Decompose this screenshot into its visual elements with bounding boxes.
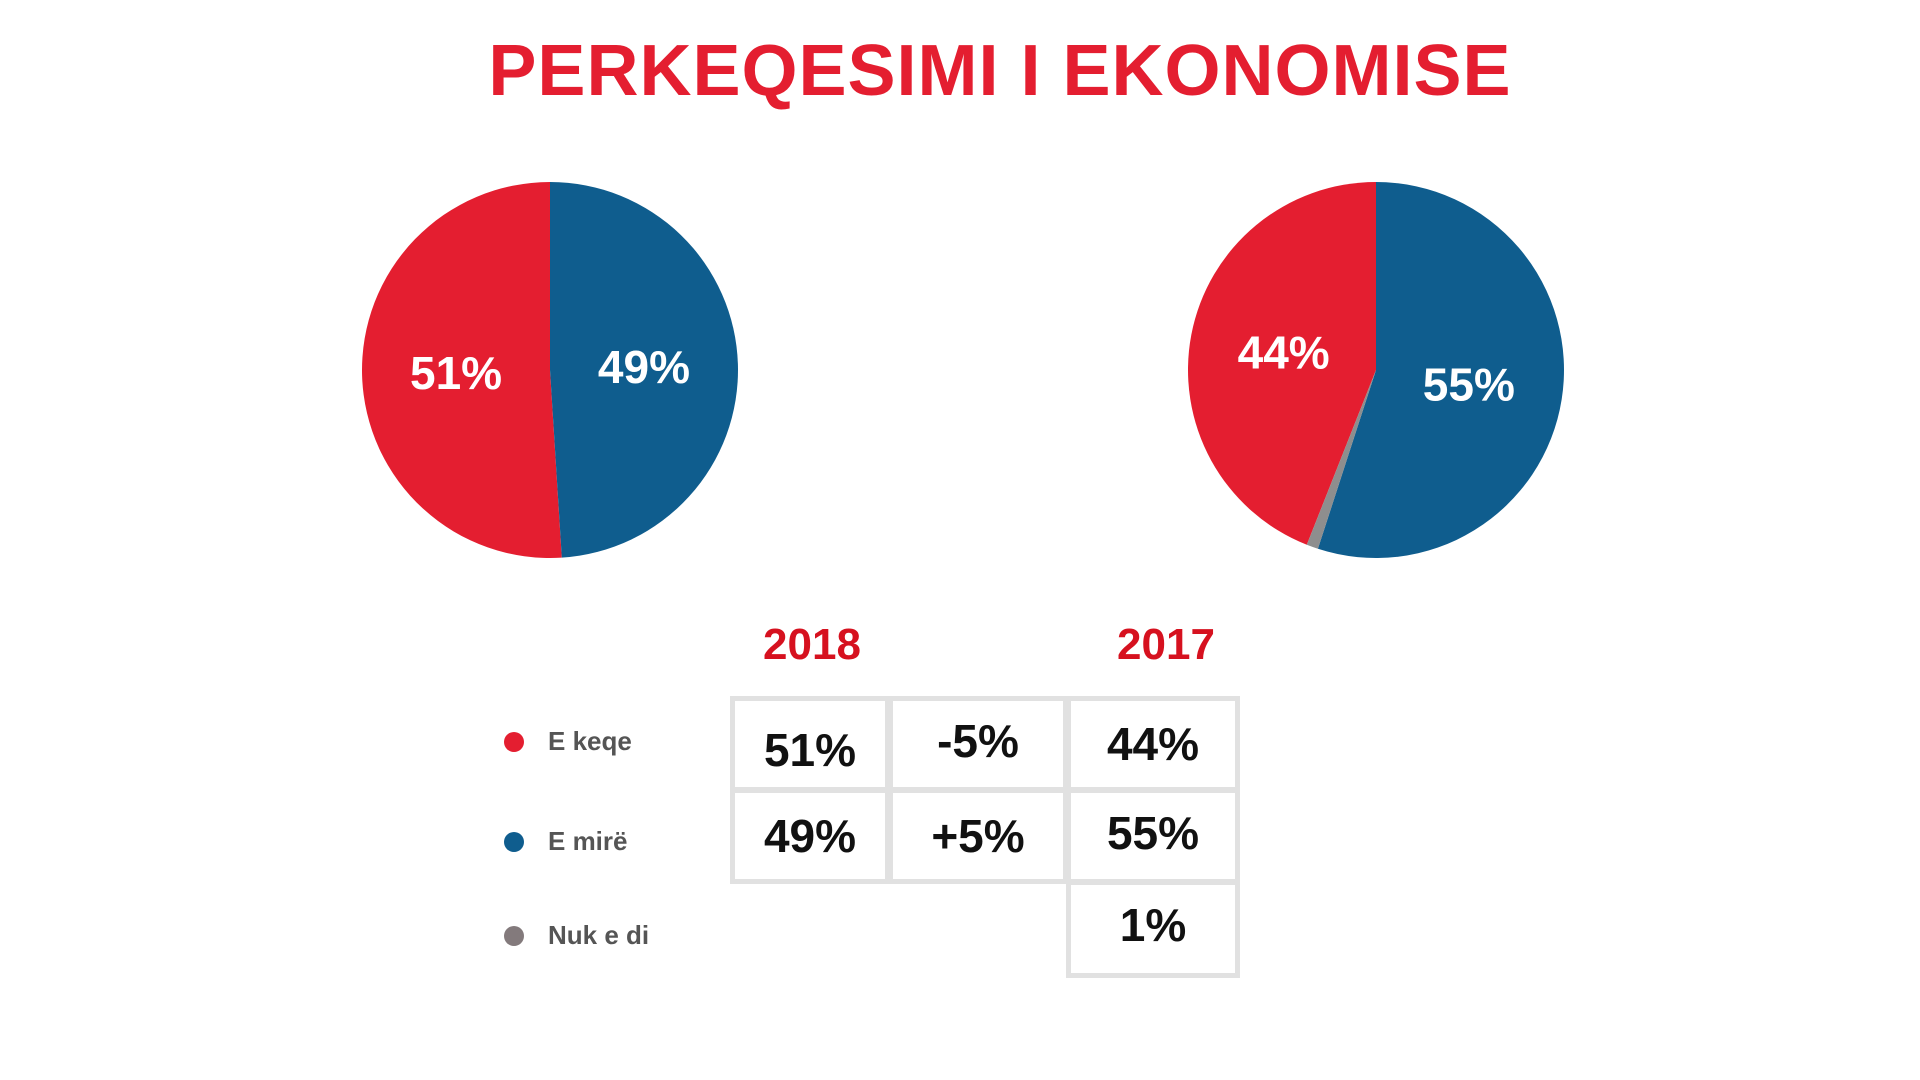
year-label-2018: 2018 xyxy=(763,620,861,669)
legend-label-e-mire: E mirë xyxy=(548,826,628,856)
table-cell-e-keqe-change: -5% xyxy=(888,696,1068,792)
pie-label-e-mire: 49% xyxy=(598,341,690,393)
pie-slice-nuk-e-di xyxy=(1306,370,1376,549)
legend-label-nuk-e-di: Nuk e di xyxy=(548,920,650,950)
pie-chart-2017: 44% 55% xyxy=(1188,182,1565,558)
table-cell-e-keqe-2017: 44% xyxy=(1066,696,1240,792)
legend-dot-e-keqe xyxy=(504,732,524,752)
pie-slice-e-keqe xyxy=(361,182,562,558)
pie-slice-e-mire xyxy=(1317,182,1565,558)
table-cell-e-mire-change: +5% xyxy=(888,788,1068,884)
pie-chart-2018: 51% 49% xyxy=(361,182,738,558)
pie-label-e-keqe: 44% xyxy=(1238,326,1330,378)
pie-slice-e-mire xyxy=(550,182,738,558)
pie-label-e-keqe: 51% xyxy=(410,347,502,399)
chart-title: PERKEQESIMI I EKONOMISE xyxy=(488,31,1512,111)
table-cell-e-mire-2018: 49% xyxy=(730,788,890,884)
pie-label-e-mire: 55% xyxy=(1423,359,1515,411)
year-label-2017: 2017 xyxy=(1117,620,1215,669)
table-cell-e-keqe-2018: 51% xyxy=(730,696,890,792)
legend-dot-e-mire xyxy=(504,832,524,852)
legend-label-e-keqe: E keqe xyxy=(548,726,632,756)
legend-dot-nuk-e-di xyxy=(504,926,524,946)
pie-slice-e-keqe xyxy=(1188,182,1376,545)
table-cell-e-mire-2017: 55% xyxy=(1066,788,1240,884)
table-cell-nuk-e-di-2017: 1% xyxy=(1066,880,1240,978)
